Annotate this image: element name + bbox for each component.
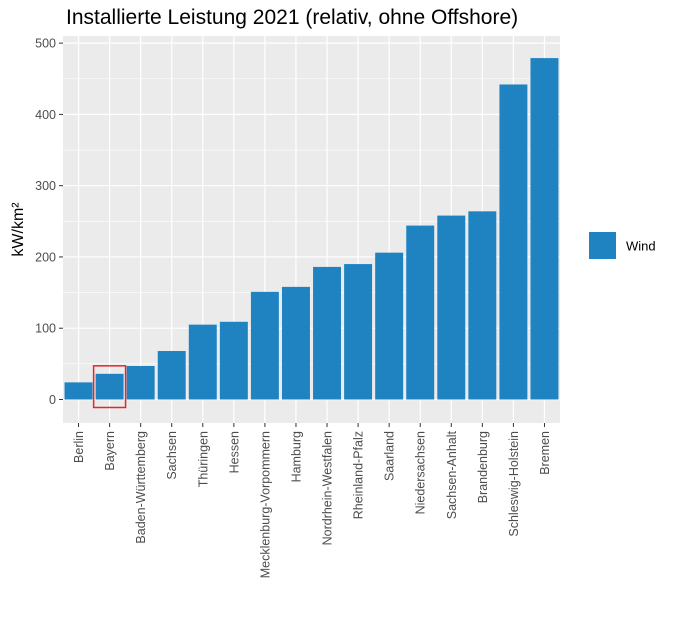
bar-hessen (219, 321, 248, 400)
x-tick-label: Mecklenburg-Vorpommern (258, 431, 272, 578)
legend-label: Wind (626, 239, 656, 254)
bar-thüringen (188, 324, 217, 400)
bar-saarland (375, 252, 404, 400)
bar-nordrhein-westfalen (313, 266, 342, 400)
x-tick-label: Bayern (103, 431, 117, 471)
bar-mecklenburg-vorpommern (250, 291, 279, 400)
x-tick-label: Nordrhein-Westfalen (321, 431, 335, 545)
x-tick-label: Sachsen (165, 431, 179, 480)
bar-brandenburg (468, 211, 497, 400)
x-tick-label: Bremen (538, 431, 552, 475)
x-tick-label: Sachsen-Anhalt (445, 430, 459, 519)
x-tick-label: Saarland (383, 431, 397, 481)
y-tick-label: 500 (35, 37, 56, 51)
legend-swatch (589, 232, 616, 259)
x-tick-label: Schleswig-Holstein (507, 431, 521, 537)
x-tick-label: Hamburg (289, 431, 303, 482)
x-tick-label: Niedersachsen (414, 431, 428, 514)
bar-schleswig-holstein (499, 84, 528, 400)
y-tick-label: 300 (35, 179, 56, 193)
bar-bremen (530, 58, 559, 400)
bar-bayern (95, 373, 124, 400)
y-axis-label: kW/km² (10, 202, 27, 257)
bar-rheinland-pfalz (344, 264, 373, 400)
bar-sachsen (157, 351, 186, 400)
x-tick-label: Berlin (72, 431, 86, 463)
chart-title: Installierte Leistung 2021 (relativ, ohn… (66, 6, 519, 29)
bar-niedersachsen (406, 225, 435, 400)
y-tick-label: 200 (35, 250, 56, 264)
x-tick-label: Brandenburg (476, 431, 490, 503)
bar-baden-württemberg (126, 365, 155, 400)
x-tick-label: Thüringen (196, 431, 210, 487)
bar-sachsen-anhalt (437, 215, 466, 400)
x-tick-label: Rheinland-Pfalz (352, 431, 366, 519)
x-tick-label: Baden-Württemberg (134, 431, 148, 544)
x-tick-label: Hessen (227, 431, 241, 473)
highlight-box (92, 365, 127, 409)
y-tick-label: 400 (35, 108, 56, 122)
bar-berlin (64, 382, 93, 400)
y-tick-label: 100 (35, 322, 56, 336)
y-tick-label: 0 (49, 393, 56, 407)
bar-hamburg (281, 286, 310, 400)
